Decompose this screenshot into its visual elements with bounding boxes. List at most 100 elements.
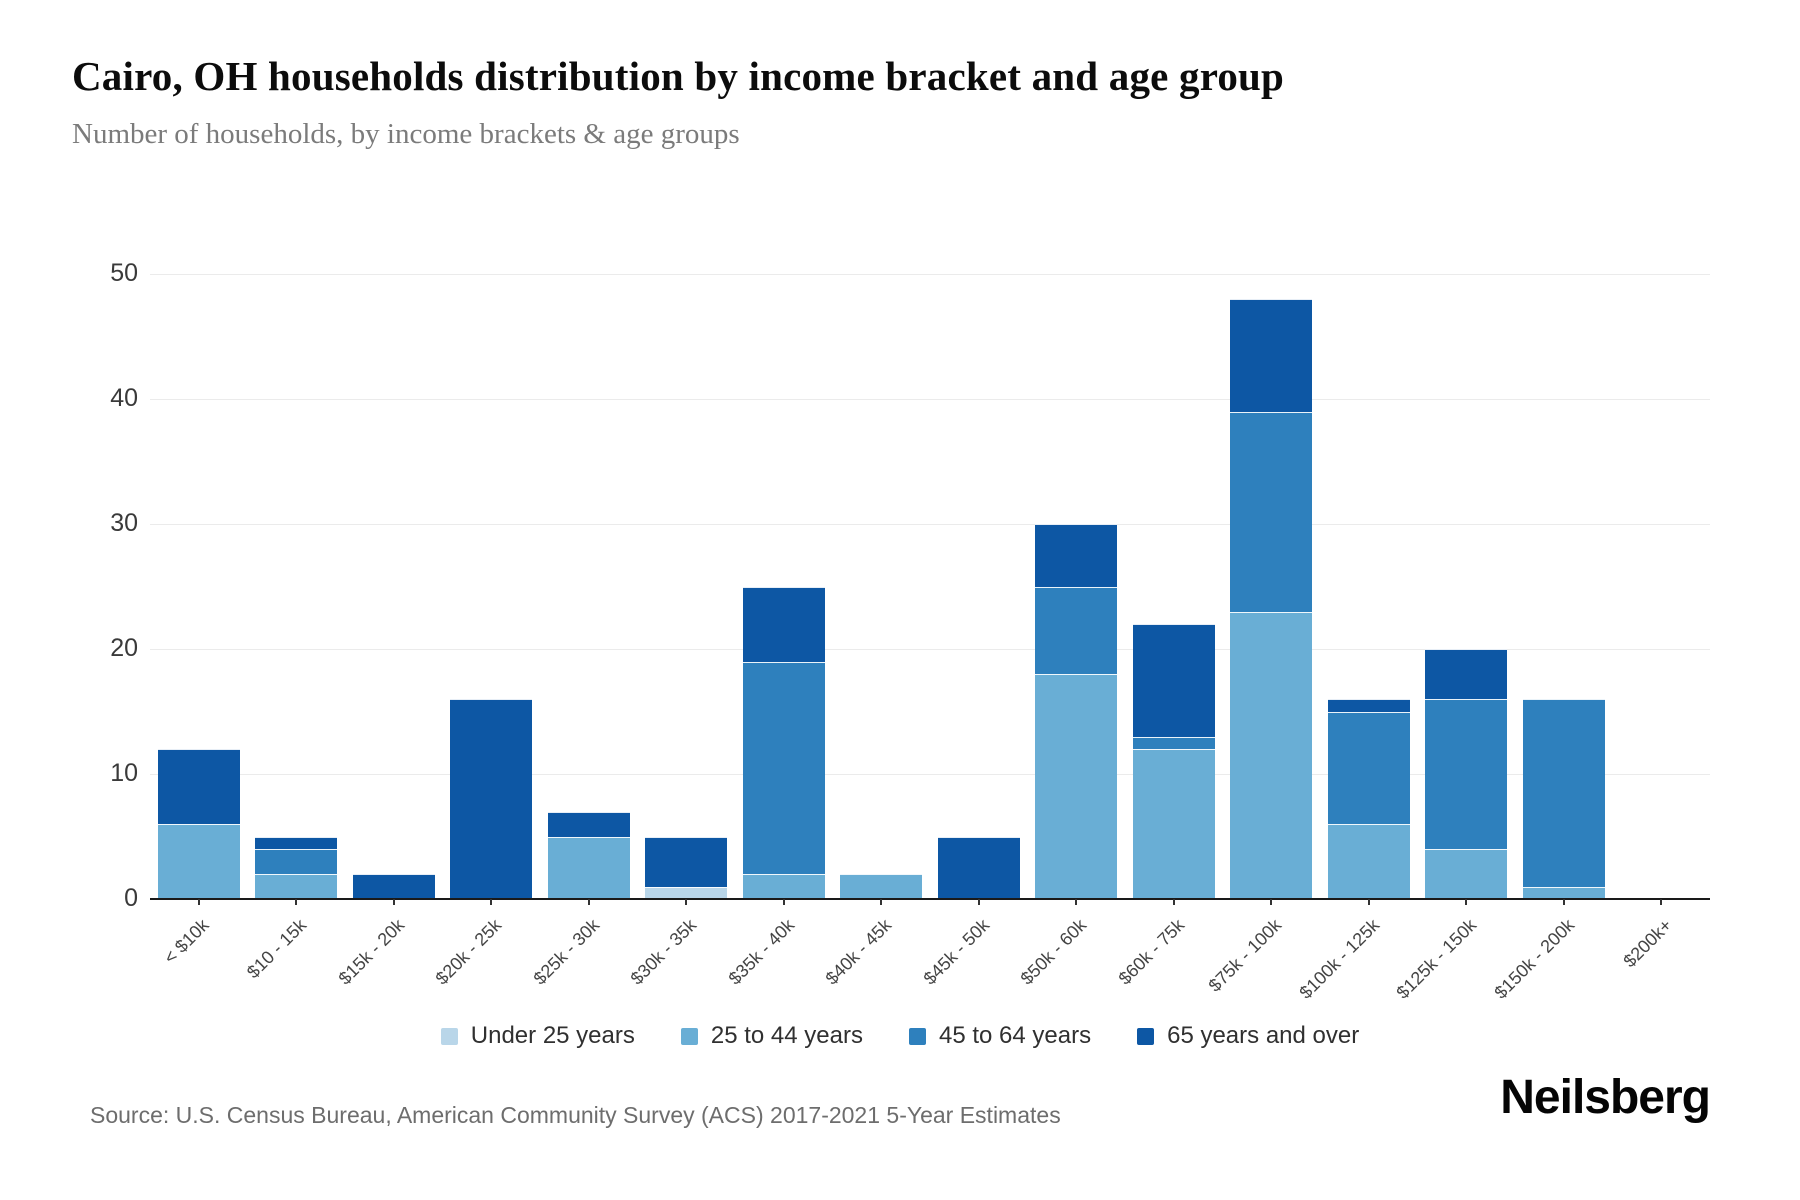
bar-40k-45k[interactable] [840, 874, 923, 899]
x-axis-label: $45k - 50k [919, 915, 993, 989]
x-axis-label: $10 - 15k [243, 915, 311, 983]
bar-segment[interactable] [1425, 649, 1508, 699]
x-axis-tick [977, 899, 980, 905]
bar-segment[interactable] [645, 836, 728, 887]
x-axis-tick [1562, 899, 1565, 905]
bar-10k[interactable] [157, 749, 240, 899]
bar-segment[interactable] [1132, 749, 1215, 899]
x-axis-label: $15k - 20k [334, 915, 408, 989]
x-axis-label: $200k+ [1619, 915, 1676, 972]
bar-100k-125k[interactable] [1327, 699, 1410, 899]
legend-label: 25 to 44 years [710, 1022, 863, 1049]
bar-segment[interactable] [1035, 586, 1118, 674]
x-axis-tick [392, 899, 395, 905]
page-subtitle: Number of households, by income brackets… [72, 118, 740, 150]
bar-35k-40k[interactable] [742, 586, 825, 899]
x-axis-label: $125k - 150k [1392, 915, 1481, 1003]
bar-50k-60k[interactable] [1035, 524, 1118, 899]
x-axis-tick [1172, 899, 1175, 905]
x-axis-label: $150k - 200k [1490, 915, 1578, 1003]
bar-segment[interactable] [742, 874, 825, 899]
bar-10-15k[interactable] [255, 836, 338, 899]
bar-segment[interactable] [645, 886, 728, 899]
bar-segment[interactable] [1035, 674, 1118, 899]
bar-20k-25k[interactable] [450, 699, 533, 899]
legend-item-25-to-44-years[interactable]: 25 to 44 years [680, 1022, 863, 1050]
bar-segment[interactable] [1327, 824, 1410, 899]
bar-segment[interactable] [157, 824, 240, 899]
x-axis-label: $20k - 25k [431, 915, 506, 989]
x-axis-tick [782, 899, 785, 905]
bar-25k-30k[interactable] [547, 811, 630, 899]
y-axis-tick-label: 30 [110, 509, 138, 537]
legend-item-under-25-years[interactable]: Under 25 years [440, 1022, 635, 1050]
bar-segment[interactable] [1230, 611, 1313, 899]
bar-45k-50k[interactable] [937, 836, 1020, 899]
bar-segment[interactable] [1132, 736, 1215, 749]
y-axis-tick-label: 20 [110, 634, 138, 662]
x-axis-tick [1465, 899, 1468, 905]
x-axis-tick [1660, 899, 1663, 905]
y-gridline [150, 274, 1710, 275]
source-attribution: Source: U.S. Census Bureau, American Com… [90, 1102, 1061, 1128]
bar-segment[interactable] [1230, 411, 1313, 612]
bar-segment[interactable] [1425, 699, 1508, 849]
y-gridline [150, 399, 1710, 400]
bar-segment[interactable] [547, 836, 630, 899]
bar-segment[interactable] [937, 836, 1020, 899]
bar-segment[interactable] [742, 586, 825, 662]
bar-segment[interactable] [157, 749, 240, 824]
bar-segment[interactable] [352, 874, 435, 899]
x-axis-label: $60k - 75k [1114, 915, 1188, 989]
x-axis-label: $25k - 30k [529, 915, 603, 989]
legend-swatch-icon [1137, 1027, 1155, 1045]
x-axis-tick [587, 899, 590, 905]
bar-75k-100k[interactable] [1230, 299, 1313, 899]
bar-segment[interactable] [1425, 849, 1508, 899]
bar-segment[interactable] [547, 811, 630, 837]
bar-60k-75k[interactable] [1132, 624, 1215, 899]
y-gridline [150, 524, 1710, 525]
x-axis-label: $50k - 60k [1016, 915, 1091, 989]
x-axis-label: $75k - 100k [1204, 915, 1286, 996]
y-gridline [150, 649, 1710, 650]
bar-30k-35k[interactable] [645, 836, 728, 899]
x-axis-line [150, 898, 1710, 900]
bar-segment[interactable] [840, 874, 923, 899]
legend-swatch-icon [680, 1027, 698, 1045]
x-axis-label: $35k - 40k [724, 915, 798, 989]
x-axis-label: < $10k [160, 915, 213, 968]
x-axis-label: $40k - 45k [821, 915, 896, 989]
bar-15k-20k[interactable] [352, 874, 435, 899]
bar-segment[interactable] [255, 849, 338, 874]
bar-segment[interactable] [450, 699, 533, 899]
bar-segment[interactable] [255, 836, 338, 849]
y-axis-tick-label: 10 [110, 759, 138, 787]
legend-label: 45 to 64 years [938, 1022, 1092, 1049]
bar-125k-150k[interactable] [1425, 649, 1508, 899]
page-title: Cairo, OH households distribution by inc… [72, 53, 1285, 99]
x-axis-tick [295, 899, 298, 905]
bar-segment[interactable] [1522, 886, 1605, 899]
bar-segment[interactable] [1230, 299, 1313, 412]
legend-item-45-to-64-years[interactable]: 45 to 64 years [908, 1022, 1092, 1050]
x-axis-tick [1367, 899, 1370, 905]
legend-item-65-years-and-over[interactable]: 65 years and over [1137, 1022, 1359, 1050]
bar-segment[interactable] [1035, 524, 1118, 587]
bar-segment[interactable] [255, 874, 338, 899]
chart-legend: Under 25 years 25 to 44 years 45 to 64 yea… [0, 1022, 1800, 1050]
x-axis-label: $30k - 35k [626, 915, 701, 989]
y-axis-tick-label: 50 [110, 259, 138, 287]
bar-segment[interactable] [1522, 699, 1605, 887]
x-axis-tick [197, 899, 200, 905]
bar-segment[interactable] [1327, 711, 1410, 824]
bar-segment[interactable] [1132, 624, 1215, 737]
legend-swatch-icon [908, 1027, 926, 1045]
x-axis-tick [1075, 899, 1078, 905]
bar-segment[interactable] [1327, 699, 1410, 712]
bar-segment[interactable] [742, 661, 825, 874]
bar-150k-200k[interactable] [1522, 699, 1605, 899]
y-gridline [150, 774, 1710, 775]
chart-plot-area: < $10k $10 - 15k $15k - 20k $20k - 25k $25k … [150, 274, 1710, 1003]
y-axis-tick-label: 40 [110, 384, 138, 412]
